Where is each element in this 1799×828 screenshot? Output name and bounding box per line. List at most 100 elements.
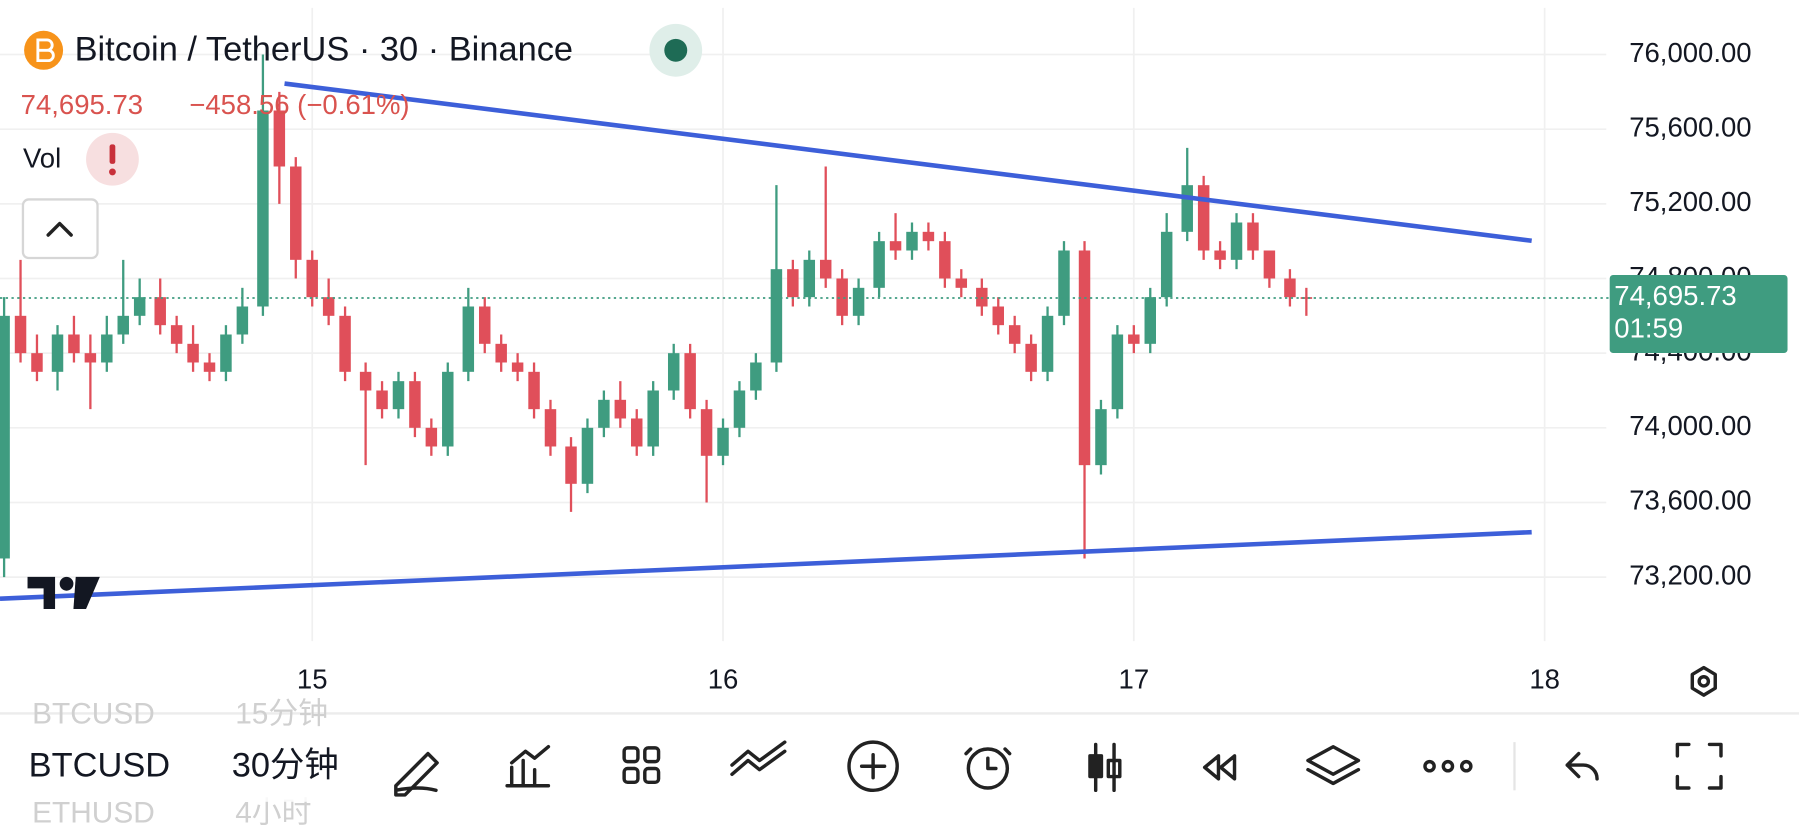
more-icon[interactable] [1423, 759, 1473, 773]
last-price-label: 74,695.73 [1614, 280, 1736, 311]
candle-body [462, 306, 475, 372]
candle-body [717, 427, 729, 456]
candle-body [1095, 409, 1107, 466]
indicator-name[interactable]: Vol [23, 143, 61, 174]
candle-body [203, 362, 216, 372]
candle-body [667, 353, 680, 391]
candle-body [339, 315, 351, 372]
draw-icon[interactable] [394, 751, 439, 797]
symbol-title[interactable]: Bitcoin / TetherUS · 30 · Binance [75, 31, 574, 69]
candles [0, 54, 1313, 578]
settings-icon[interactable] [1690, 665, 1717, 697]
candle-body [257, 110, 269, 307]
alert-icon[interactable] [964, 747, 1012, 790]
candle-body [51, 334, 64, 372]
candle-body [1144, 297, 1156, 344]
candle-body [1230, 222, 1243, 260]
candle-body [1128, 334, 1140, 344]
candle-body [84, 353, 97, 363]
candle-body [873, 241, 885, 288]
candle-body [565, 446, 577, 484]
candle-body [581, 427, 594, 484]
candle-body [479, 306, 491, 344]
candle-body [273, 110, 286, 167]
candle-body [1247, 222, 1259, 251]
candle-body [1284, 278, 1296, 298]
candle-body [787, 269, 799, 298]
chevron-up [46, 221, 73, 237]
tv-logo-dot [59, 576, 74, 591]
candle-body [511, 362, 524, 372]
candle-body [31, 353, 43, 372]
settings-icon-hole [1697, 675, 1711, 688]
candle-body [1263, 250, 1276, 279]
candle-body [1041, 315, 1054, 372]
toolbar-symbol[interactable]: BTCUSD [29, 746, 170, 784]
bar-countdown: 01:59 [1614, 312, 1683, 343]
candle-body [1197, 185, 1210, 251]
y-tick-label: 76,000.00 [1629, 37, 1751, 68]
tv-logo [27, 576, 56, 610]
axes: 73,200.0073,600.0074,000.0074,400.0074,8… [0, 37, 1788, 695]
candle-body [442, 371, 454, 447]
layout-icon[interactable] [622, 746, 661, 785]
candle-body [922, 231, 935, 242]
candle-body [544, 409, 557, 447]
toolbar-bg [0, 730, 1799, 802]
compare-icon[interactable] [730, 740, 787, 776]
x-tick-label: 15 [297, 664, 328, 695]
candle-body [852, 287, 865, 316]
candle-body [359, 371, 372, 391]
y-tick-label: 73,200.00 [1629, 559, 1751, 590]
candle-body [101, 334, 113, 363]
add-icon[interactable] [847, 740, 899, 793]
lower-trend-line[interactable] [0, 529, 1532, 602]
last-price: 74,695.73 [21, 89, 143, 120]
price-change: −458.56 (−0.61%) [189, 89, 409, 120]
candle-body [117, 315, 129, 335]
chart-type-icon[interactable] [1088, 742, 1122, 793]
candle-body [0, 315, 10, 559]
layers-icon[interactable] [1306, 745, 1361, 786]
candle-body [647, 390, 659, 447]
candle-body [1025, 343, 1037, 372]
x-tick-label: 18 [1529, 664, 1560, 695]
candle-body [154, 297, 166, 326]
y-tick-label: 73,600.00 [1629, 485, 1751, 516]
candle-body [598, 399, 610, 428]
undo-icon[interactable] [1565, 751, 1599, 781]
candle-body [1058, 250, 1070, 316]
candle-body [750, 362, 762, 391]
candle-body [290, 166, 302, 260]
y-tick-label: 74,000.00 [1629, 410, 1751, 441]
candle-body [236, 306, 249, 335]
candle-body [939, 241, 951, 279]
candle-body [906, 231, 918, 251]
candle-body [1300, 297, 1313, 299]
candle-body [495, 343, 507, 363]
candle-body [819, 259, 832, 279]
candle-body [684, 353, 696, 410]
candle-body [631, 418, 643, 447]
candle-body [392, 381, 405, 410]
upper-trend-line[interactable] [284, 81, 1532, 244]
candle-body [425, 427, 438, 447]
candle-body [1181, 185, 1193, 232]
candle-body [220, 334, 232, 372]
candle-body [409, 381, 421, 428]
candle-body [889, 241, 902, 251]
candle-body [187, 343, 199, 363]
replay-icon[interactable] [1202, 754, 1237, 781]
candle-body [306, 259, 318, 298]
candle-body [992, 306, 1004, 326]
candle-body [133, 297, 146, 316]
indicators-icon[interactable] [505, 745, 551, 788]
toolbar-interval[interactable]: 30分钟 [232, 746, 339, 784]
candle-body [528, 371, 540, 410]
warning-mark [109, 144, 116, 164]
collapse-button[interactable] [21, 198, 99, 260]
ghost-symbol: BTCUSD [32, 698, 155, 731]
fullscreen-icon[interactable] [1675, 742, 1723, 790]
warning-dot [108, 168, 116, 176]
